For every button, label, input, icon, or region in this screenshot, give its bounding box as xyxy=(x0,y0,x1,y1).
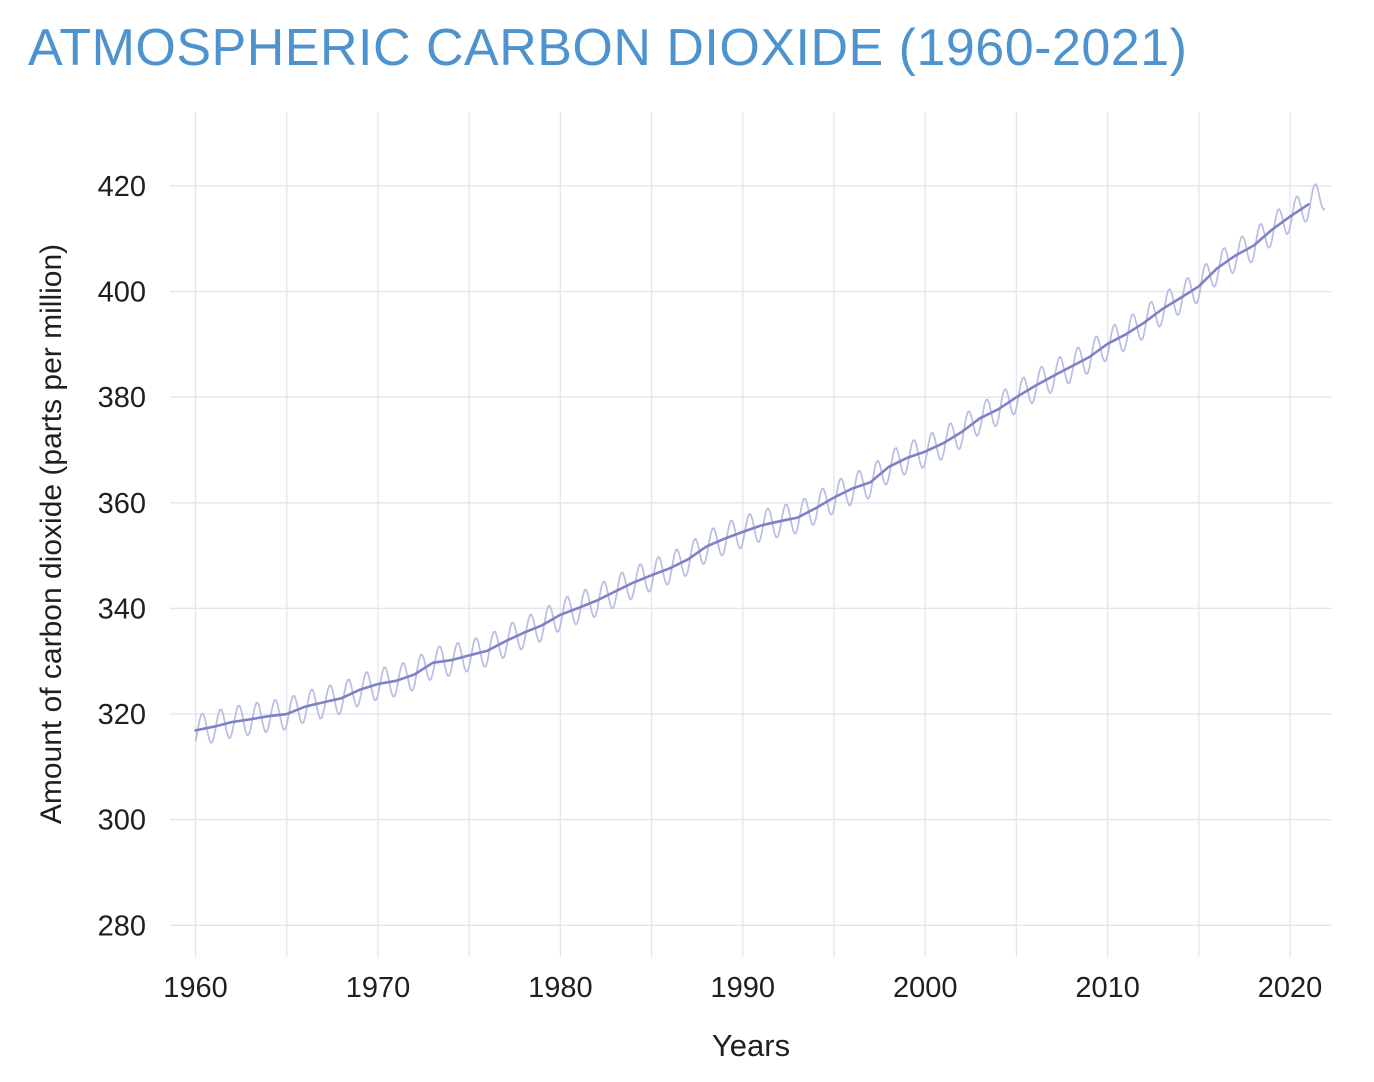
x-tick-label: 2000 xyxy=(893,972,958,1004)
y-tick-label: 380 xyxy=(98,382,146,414)
y-axis-label: Amount of carbon dioxide (parts per mill… xyxy=(35,243,68,825)
x-tick-label: 1970 xyxy=(346,972,411,1004)
x-axis-label: Years xyxy=(711,1028,791,1063)
x-tick-label: 2010 xyxy=(1075,972,1140,1004)
y-tick-labels: 280 300 320 340 360 380 400 420 xyxy=(98,171,146,942)
seasonal-co2-line xyxy=(194,183,1326,744)
x-tick-label: 1980 xyxy=(528,972,593,1004)
y-tick-label: 420 xyxy=(98,171,146,203)
y-tick-label: 340 xyxy=(98,593,146,625)
x-tick-label: 1990 xyxy=(711,972,776,1004)
x-tick-label: 2020 xyxy=(1258,972,1323,1004)
chart-title: ATMOSPHERIC CARBON DIOXIDE (1960-2021) xyxy=(28,19,1188,77)
annual-mean-co2-line xyxy=(194,203,1310,732)
gridlines xyxy=(170,112,1332,957)
y-tick-label: 280 xyxy=(98,910,146,942)
x-tick-label: 1960 xyxy=(163,972,228,1004)
y-tick-label: 320 xyxy=(98,699,146,731)
x-tick-labels: 1960 1970 1980 1990 2000 2010 2020 xyxy=(163,972,1322,1004)
y-tick-label: 400 xyxy=(98,277,146,309)
y-tick-label: 360 xyxy=(98,488,146,520)
y-tick-label: 300 xyxy=(98,805,146,837)
